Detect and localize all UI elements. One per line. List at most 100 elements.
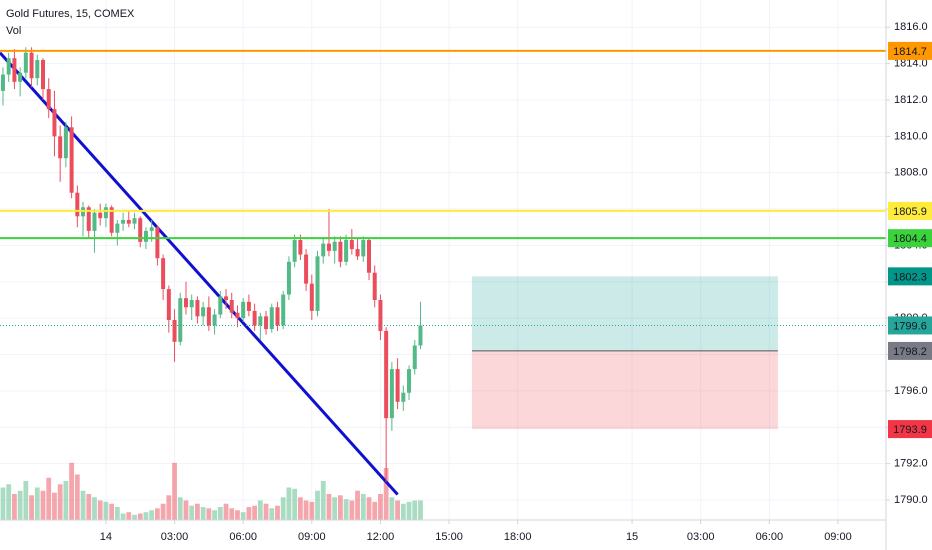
volume-bar xyxy=(355,490,360,520)
volume-bar xyxy=(80,490,86,520)
candle-body xyxy=(18,72,23,82)
volume-bar xyxy=(252,505,258,520)
candle-body xyxy=(384,330,389,419)
candle-body xyxy=(46,89,51,110)
volume-bar xyxy=(378,494,383,520)
y-tick-label: 1810.0 xyxy=(894,130,928,142)
candle-body xyxy=(366,240,371,273)
volume-bar xyxy=(17,490,23,520)
candle-body xyxy=(338,241,343,262)
candle-body xyxy=(372,272,377,300)
volume-bar xyxy=(235,510,240,520)
x-tick-label: 12:00 xyxy=(367,531,395,543)
volume-bar xyxy=(92,497,97,520)
volume-bar xyxy=(406,501,412,520)
candle-body xyxy=(98,212,103,219)
volume-bar xyxy=(57,484,63,520)
candle-body xyxy=(315,256,320,311)
stop-badge xyxy=(888,420,932,439)
volume-bar xyxy=(275,505,280,520)
candle-body xyxy=(41,60,46,90)
level-badge-label: 1805.9 xyxy=(893,206,927,218)
volume-bar xyxy=(343,499,349,520)
volume-bar xyxy=(6,484,12,520)
y-tick-label: 1808.0 xyxy=(894,167,928,179)
candle-body xyxy=(264,316,269,330)
candle-body xyxy=(0,74,5,91)
volume-bar xyxy=(40,490,46,520)
volume-bar xyxy=(137,513,143,520)
x-tick-label: 09:00 xyxy=(298,531,326,543)
candle-body xyxy=(166,289,171,320)
candle-body xyxy=(275,307,280,326)
level-badge xyxy=(888,316,932,335)
candle-body xyxy=(298,240,303,255)
target-badge xyxy=(888,267,932,286)
volume-bar xyxy=(372,501,378,520)
y-tick-label: 1796.0 xyxy=(894,385,928,397)
candle-body xyxy=(401,392,406,402)
volume-bar xyxy=(120,513,126,520)
candle-body xyxy=(258,316,263,326)
candle-body xyxy=(69,127,74,193)
volume-bar xyxy=(292,488,298,520)
candle-body xyxy=(407,369,412,393)
candle-body xyxy=(138,218,143,242)
candle-body xyxy=(109,207,114,233)
chart-title: Gold Futures, 15, COMEX xyxy=(6,8,135,20)
y-tick-label: 1816.0 xyxy=(894,21,928,33)
candle-body xyxy=(35,60,40,79)
stop-badge-label: 1793.9 xyxy=(893,424,927,436)
volume-bar xyxy=(326,494,332,520)
candle-body xyxy=(155,227,160,259)
level-badge-label: 1799.6 xyxy=(893,320,927,332)
volume-bar xyxy=(223,503,229,520)
volume-bar xyxy=(160,503,166,520)
candle-body xyxy=(281,294,286,326)
level-badge xyxy=(888,229,932,248)
candle-body xyxy=(224,296,229,300)
loss-zone xyxy=(471,350,778,430)
candle-body xyxy=(63,127,68,159)
candle-body xyxy=(12,58,17,82)
x-tick-label: 15:00 xyxy=(435,531,463,543)
candle-body xyxy=(252,310,257,326)
volume-bar xyxy=(52,492,57,520)
candle-body xyxy=(201,307,206,317)
candle-body xyxy=(212,314,217,326)
volume-bar xyxy=(257,500,263,520)
volume-bar xyxy=(389,497,395,520)
volume-bar xyxy=(240,512,246,520)
volume-bar xyxy=(132,514,137,520)
volume-bar xyxy=(29,495,34,520)
volume-bar xyxy=(183,500,189,520)
volume-bar xyxy=(63,481,69,520)
candle-body xyxy=(161,258,166,290)
candle-body xyxy=(395,369,400,402)
target-badge-label: 1802.3 xyxy=(893,271,927,283)
entry-badge xyxy=(888,341,932,360)
x-tick-label: 09:00 xyxy=(824,531,852,543)
y-tick-label: 1812.0 xyxy=(894,94,928,106)
volume-bar xyxy=(400,503,406,520)
volume-bar xyxy=(280,497,286,520)
candle-body xyxy=(286,261,291,295)
volume-bar xyxy=(126,512,132,520)
volume-bar xyxy=(200,507,206,520)
level-badge xyxy=(888,201,932,220)
candle-body xyxy=(349,240,354,250)
volume-bar xyxy=(246,507,252,520)
candle-body xyxy=(29,52,34,79)
volume-bar xyxy=(114,507,120,520)
candle-body xyxy=(344,240,349,262)
volume-bar xyxy=(263,503,269,520)
candle-body xyxy=(412,345,417,370)
candle-body xyxy=(326,243,331,251)
level-badge xyxy=(888,41,932,60)
volume-bar xyxy=(217,507,223,520)
volume-bar xyxy=(189,505,195,520)
volume-bar xyxy=(269,508,275,520)
volume-bar xyxy=(143,512,149,520)
candle-body xyxy=(172,320,177,342)
volume-bar xyxy=(337,495,343,520)
